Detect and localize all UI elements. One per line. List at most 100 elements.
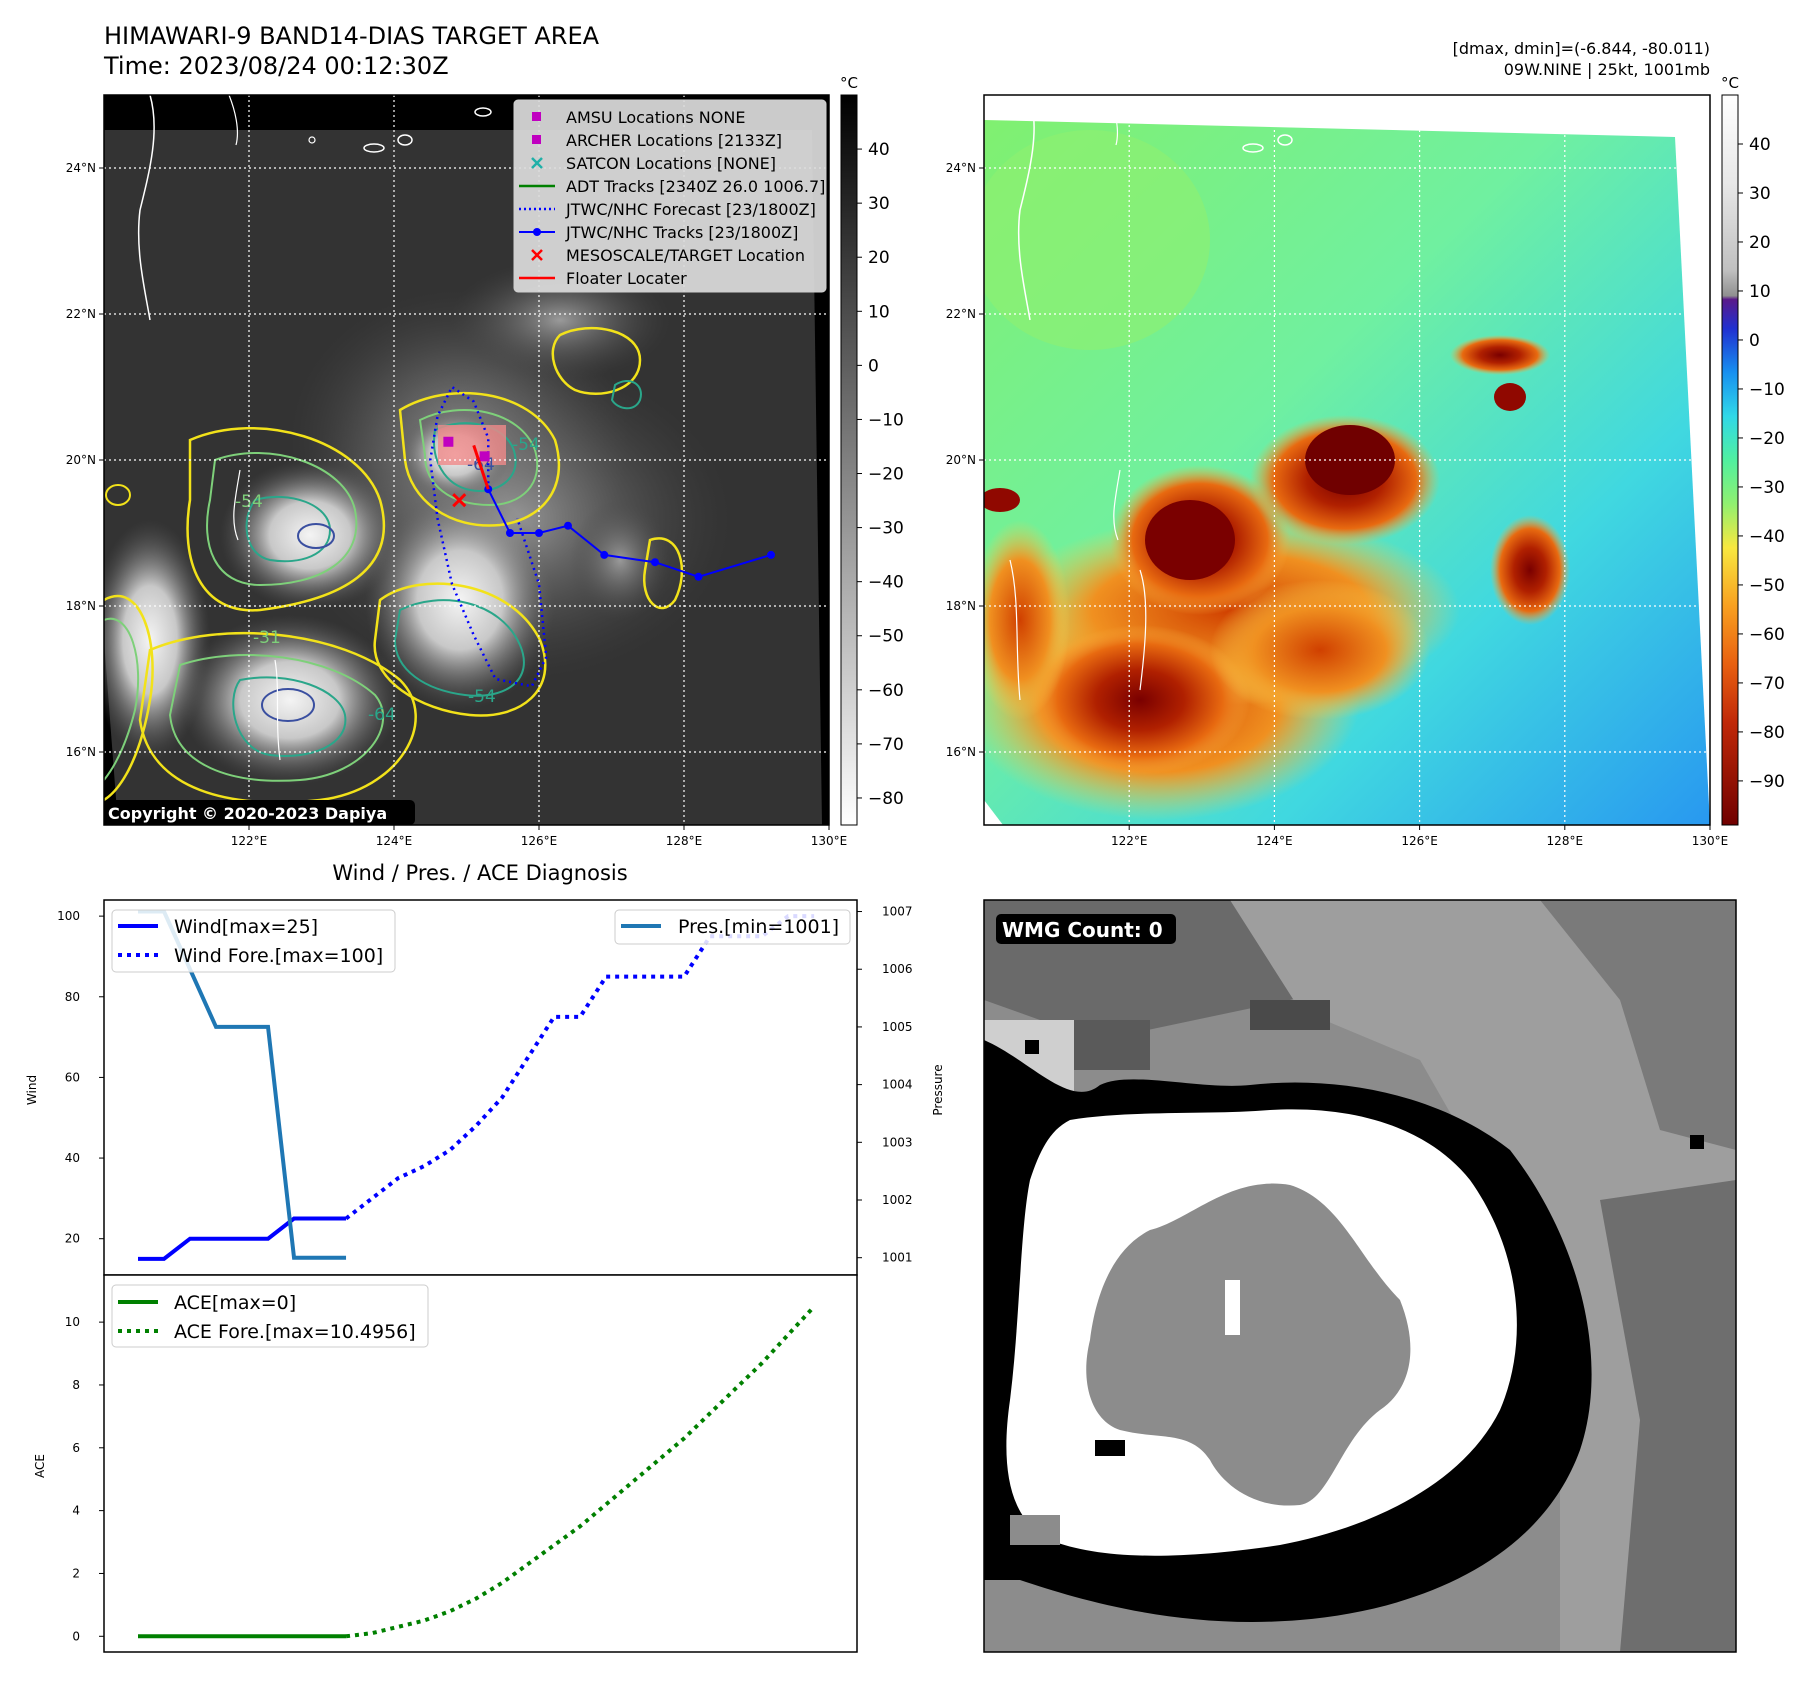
copyright-text: Copyright © 2020-2023 Dapiya xyxy=(108,804,387,823)
dminmax-label: [dmax, dmin]=(-6.844, -80.011) xyxy=(1453,39,1710,58)
lon-tick-label: 122°E xyxy=(1111,834,1148,848)
wind-legend-box xyxy=(111,909,396,973)
wmg-frame xyxy=(983,899,1737,1653)
lon-tick-label: 126°E xyxy=(521,834,558,848)
lon-tick-label: 124°E xyxy=(1256,834,1293,848)
jtwc-track xyxy=(487,488,772,578)
wind-yticks: 100 80 60 40 20 xyxy=(57,909,104,1246)
lat-tick-label: 18°N xyxy=(66,599,96,613)
legend-wind-label: Wind[max=25] xyxy=(174,916,318,938)
ir-map-panel: -54 -64 -54 -64 -31 -54 24°N22°N20°N18°N… xyxy=(66,94,848,848)
target-location-marker xyxy=(452,493,467,508)
contour-label: -54 xyxy=(468,687,496,707)
legend-label: JTWC/NHC Tracks [23/1800Z] xyxy=(565,223,798,242)
ir-map-legend: AMSU Locations NONE ARCHER Locations [213… xyxy=(513,99,827,293)
series-line-wind xyxy=(138,1216,347,1261)
ace-ytick-label: 0 xyxy=(72,1629,80,1643)
pressure-ytick-label: 1006 xyxy=(882,962,913,976)
colorbar-tick-label: 0 xyxy=(1749,331,1760,351)
lat-tick-label: 18°N xyxy=(946,599,976,613)
color-colorbar-unit: °C xyxy=(1721,74,1739,92)
wind-ytick-label: 80 xyxy=(65,990,80,1004)
pressure-yticks: 1007 1006 1005 1004 1003 1002 1001 xyxy=(857,905,913,1265)
wmg-image xyxy=(984,900,1736,1652)
lat-tick-label: 20°N xyxy=(946,453,976,467)
pressure-ytick-label: 1007 xyxy=(882,905,913,919)
ace-ytick-label: 2 xyxy=(72,1566,80,1580)
colorbar-tick-label: −90 xyxy=(1749,772,1785,792)
ace-ytick-label: 8 xyxy=(72,1378,80,1392)
color-map-lat-ticks: 24°N 22°N 20°N 18°N 16°N xyxy=(946,161,984,759)
colorbar-tick-label: −60 xyxy=(868,681,904,701)
wind-ytick-label: 20 xyxy=(65,1232,80,1246)
jtwc-track-point xyxy=(767,550,775,559)
color-map-imagery xyxy=(984,95,1710,825)
legend-label: MESOSCALE/TARGET Location xyxy=(566,246,805,265)
colorbar-tick-label: 30 xyxy=(868,194,890,214)
lat-tick-label: 16°N xyxy=(66,745,96,759)
colorbar-tick-label: 30 xyxy=(1749,184,1771,204)
colorbar-tick-label: −30 xyxy=(868,519,904,539)
wind-ylabel: Wind xyxy=(25,1075,39,1105)
legend-label: ARCHER Locations [2133Z] xyxy=(566,131,782,150)
figure-title: HIMAWARI-9 BAND14-DIAS TARGET AREA xyxy=(104,22,600,50)
colorbar-tick-label: 20 xyxy=(868,248,890,268)
pressure-legend-box xyxy=(614,909,851,945)
pressure-ytick-label: 1004 xyxy=(882,1078,913,1092)
colorbar-tick-label: −70 xyxy=(1749,674,1785,694)
jtwc-track-point xyxy=(694,572,703,581)
colorbar-tick-label: −80 xyxy=(868,789,904,809)
colorbar-tick-label: −70 xyxy=(868,735,904,755)
contour-label: -31 xyxy=(253,628,281,648)
colorbar-tick-label: 0 xyxy=(868,356,879,376)
ace-yticks: 10 8 6 4 2 0 xyxy=(65,1315,104,1643)
ir-map-lon-ticks: 122°E 124°E 126°E 128°E 130°E xyxy=(231,825,848,848)
lon-tick-label: 122°E xyxy=(231,834,268,848)
colorbar-tick-label: −10 xyxy=(1749,380,1785,400)
contour-label: -54 xyxy=(512,435,540,455)
colorbar-tick-label: −40 xyxy=(1749,527,1785,547)
legend-label: Floater Locater xyxy=(566,269,687,288)
lat-tick-label: 16°N xyxy=(946,745,976,759)
ace-legend-box xyxy=(111,1284,429,1348)
colorbar-tick-label: 10 xyxy=(868,302,890,322)
floater-locater xyxy=(472,444,490,490)
jtwc-track-point xyxy=(535,529,543,537)
ace-chart: ACE 10 8 6 4 2 0 ACE[max=0] ACE Fore.[max=10.… xyxy=(33,1274,858,1653)
lat-tick-label: 24°N xyxy=(946,161,976,175)
colorbar-tick-label: −30 xyxy=(1749,478,1785,498)
pressure-ytick-label: 1005 xyxy=(882,1020,913,1034)
color-colorbar-bar xyxy=(1721,94,1739,826)
legend-label: SATCON Locations [NONE] xyxy=(566,154,776,173)
ir-colorbar-unit: °C xyxy=(840,74,858,92)
colorbar-tick-label: 10 xyxy=(1749,282,1771,302)
lon-tick-label: 130°E xyxy=(811,834,848,848)
pressure-ylabel: Pressure xyxy=(931,1064,945,1115)
contour-label: -64 xyxy=(368,705,396,725)
lon-tick-label: 128°E xyxy=(666,834,703,848)
legend-marker xyxy=(531,157,543,169)
lon-tick-label: 130°E xyxy=(1692,834,1729,848)
color-colorbar: °C 40 30 20 10 0 −10 −20 −30 −40 −50 −60 −70 −80 −90 xyxy=(1721,74,1785,826)
legend-marker xyxy=(532,135,541,144)
jtwc-track-point xyxy=(651,558,659,567)
pressure-ytick-label: 1002 xyxy=(882,1193,913,1207)
legend-label: ADT Tracks [2340Z 26.0 1006.7] xyxy=(566,177,825,196)
colorbar-tick-label: −60 xyxy=(1749,625,1785,645)
lon-tick-label: 128°E xyxy=(1547,834,1584,848)
legend-box xyxy=(513,99,827,293)
lon-tick-label: 126°E xyxy=(1401,834,1438,848)
colorbar-tick-label: −40 xyxy=(868,573,904,593)
jtwc-track-point xyxy=(600,550,609,559)
jtwc-track-point xyxy=(564,521,572,530)
lat-tick-label: 22°N xyxy=(946,307,976,321)
colorbar-tick-label: −50 xyxy=(868,627,904,647)
archer-location xyxy=(443,436,454,447)
ace-ytick-label: 10 xyxy=(65,1315,80,1329)
legend-label: JTWC/NHC Forecast [23/1800Z] xyxy=(565,200,816,219)
jtwc-track-point xyxy=(506,529,514,537)
wind-ytick-label: 60 xyxy=(65,1070,80,1084)
diagnosis-title: Wind / Pres. / ACE Diagnosis xyxy=(332,861,627,885)
wind-ytick-label: 40 xyxy=(65,1151,80,1165)
legend-label: AMSU Locations NONE xyxy=(566,108,745,127)
